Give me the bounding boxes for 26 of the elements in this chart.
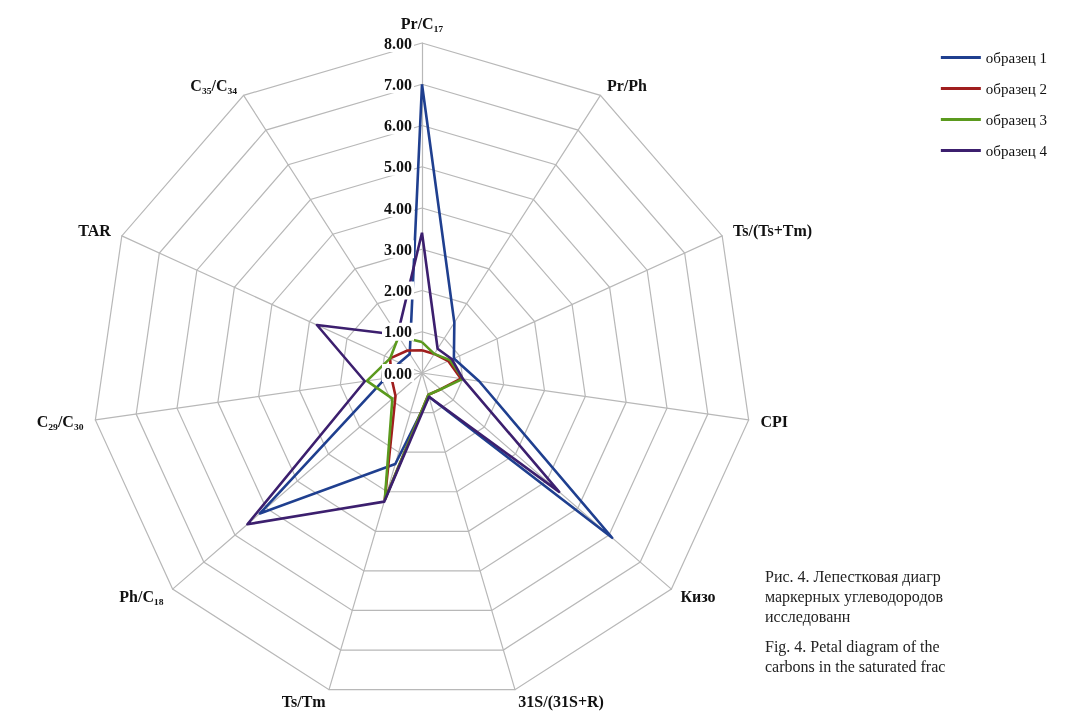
- spoke-label: TAR: [78, 222, 112, 240]
- spoke-label: Pr/C₁₇: [400, 14, 444, 32]
- y-tick-label: 3.00: [384, 240, 412, 258]
- y-tick-label: 4.00: [384, 199, 412, 217]
- caption: Fig. 4. Petal diagram of the carbons in the saturated frac: [765, 637, 946, 675]
- spoke-label: Ts/(Ts+Tm): [733, 222, 813, 241]
- spoke-label: 31S/(31S+R): [518, 692, 604, 711]
- spoke-label: C₃₅/C₃₄: [190, 76, 238, 94]
- spoke-label: Ph/C₁₈: [119, 588, 164, 606]
- spoke-label: Ts/Tm: [281, 692, 327, 710]
- y-tick-label: 7.00: [384, 75, 412, 93]
- legend-label: образец 3: [985, 111, 1048, 128]
- y-tick-label: 0.00: [384, 364, 412, 382]
- text: Рис. 4. Лепестковая диагр маркерных углеводородов исследованн: [765, 567, 944, 626]
- spoke-label: CPI: [760, 413, 789, 431]
- y-tick-label: 5.00: [384, 158, 412, 176]
- spoke-label: Pr/Ph: [606, 76, 647, 94]
- legend-label: образец 2: [985, 80, 1048, 97]
- legend-label: образец 1: [985, 49, 1048, 66]
- y-tick-label: 6.00: [384, 117, 412, 134]
- y-tick-label: 2.00: [384, 282, 412, 299]
- spoke-label: Кизо: [680, 588, 716, 606]
- y-tick-label: 1.00: [384, 323, 412, 341]
- spoke-label: C₂₉/C₃₀: [36, 413, 84, 431]
- y-tick-label: 8.00: [384, 34, 412, 52]
- legend-label: образец 4: [985, 142, 1048, 159]
